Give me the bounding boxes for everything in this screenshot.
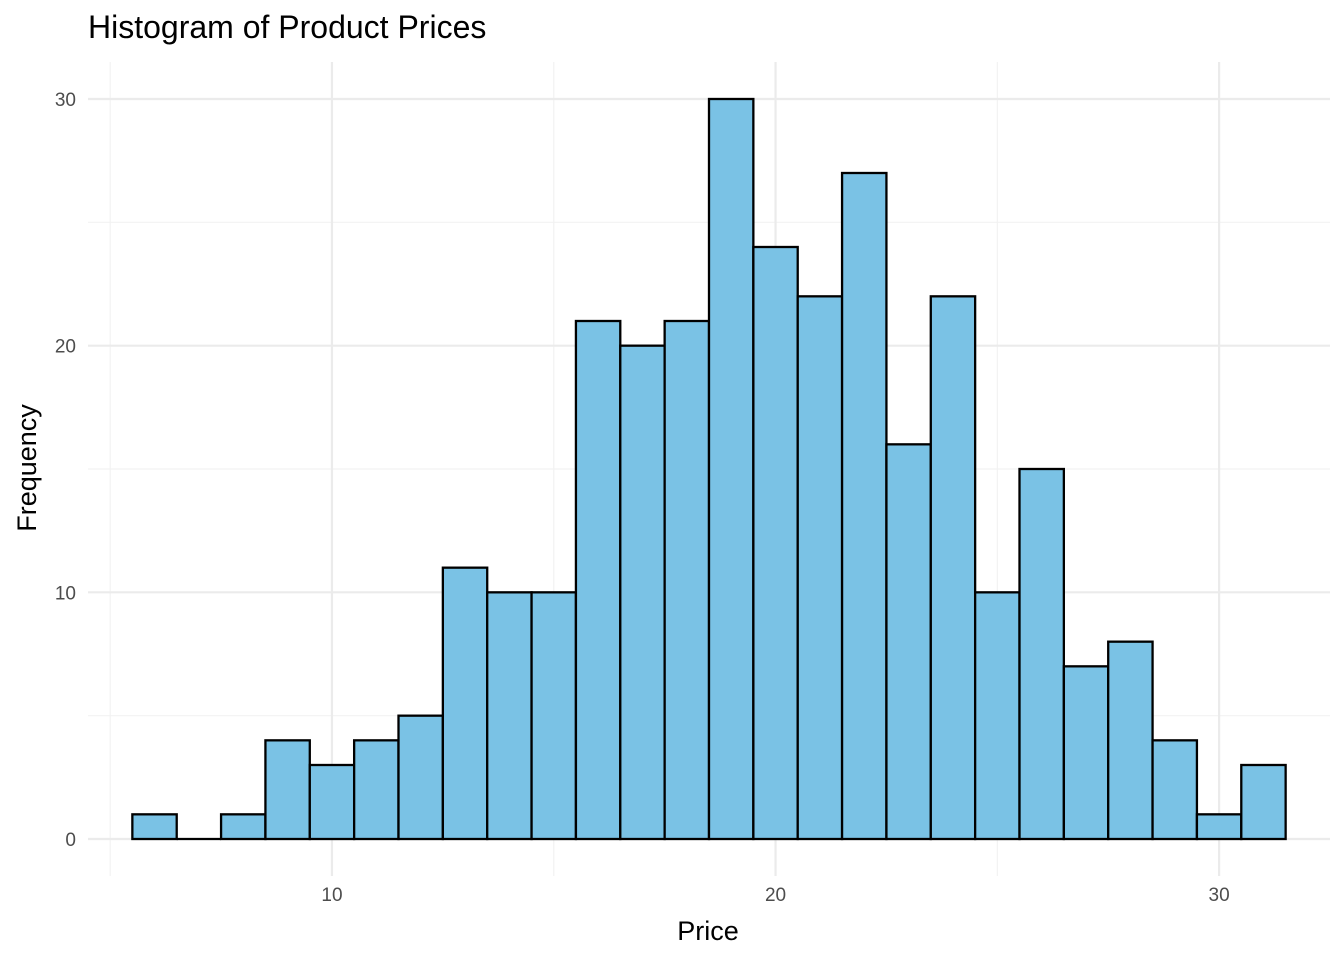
histogram-bar-7 xyxy=(441,566,489,841)
y-tick-label-3: 30 xyxy=(55,90,76,111)
x-tick-label-0: 10 xyxy=(321,885,342,906)
histogram-bar-5 xyxy=(352,739,400,841)
ticks-layer: 10 20 30 0 10 20 30 xyxy=(55,90,1230,906)
x-tick-label-2: 30 xyxy=(1209,885,1230,906)
histogram-bar-11 xyxy=(619,344,666,841)
histogram-bar-17 xyxy=(885,443,932,841)
bars-layer xyxy=(131,97,1287,841)
histogram-bar-23 xyxy=(1151,739,1199,841)
y-tick-label-2: 20 xyxy=(55,337,76,358)
histogram-bar-14 xyxy=(752,245,799,841)
histogram-bar-20 xyxy=(1018,467,1066,841)
histogram-bar-18 xyxy=(929,295,977,841)
histogram-bar-16 xyxy=(840,171,888,841)
histogram-bar-0 xyxy=(131,813,178,841)
histogram-bar-8 xyxy=(486,591,533,841)
histogram-bar-22 xyxy=(1107,640,1154,841)
x-axis-label: Price xyxy=(677,916,739,946)
histogram-bar-25 xyxy=(1240,763,1287,841)
histogram-bar-10 xyxy=(574,319,622,841)
histogram-bar-19 xyxy=(973,591,1021,841)
x-tick-label-1: 20 xyxy=(765,885,786,906)
histogram-bar-4 xyxy=(308,763,356,841)
histogram-bar-21 xyxy=(1062,665,1110,841)
histogram-bar-15 xyxy=(796,295,844,841)
histogram-bar-13 xyxy=(707,97,755,841)
histogram-bar-24 xyxy=(1195,813,1243,841)
histogram-bar-6 xyxy=(397,714,445,841)
histogram-bar-9 xyxy=(530,591,578,841)
histogram-bar-12 xyxy=(663,319,711,841)
y-axis-label: Frequency xyxy=(12,404,42,532)
y-tick-label-0: 0 xyxy=(65,830,76,851)
y-tick-label-1: 10 xyxy=(55,583,76,604)
histogram-bar-2 xyxy=(219,813,267,841)
histogram-bar-3 xyxy=(264,739,311,841)
chart-title: Histogram of Product Prices xyxy=(88,9,486,45)
